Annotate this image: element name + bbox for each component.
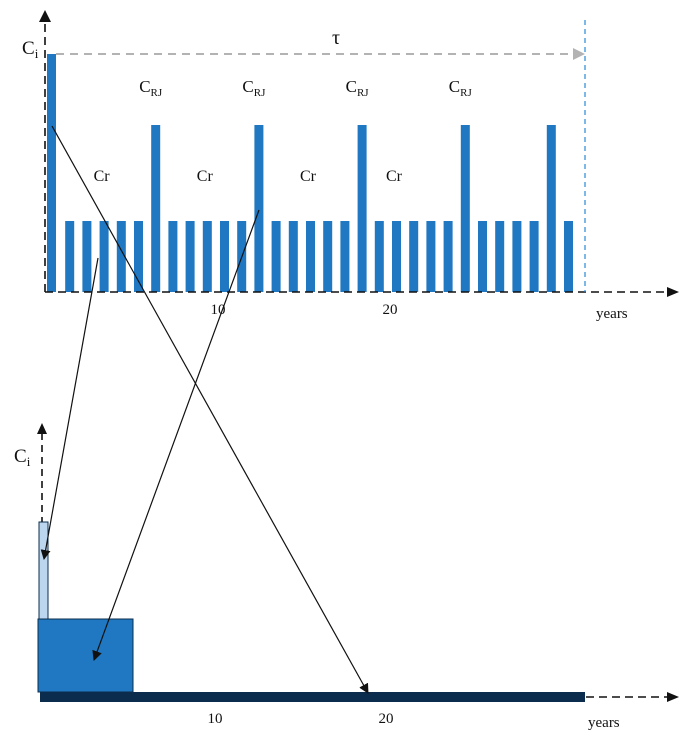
initial-cost-bar <box>47 54 56 292</box>
rehab-joint-bar <box>254 125 264 292</box>
routine-cost-bar <box>529 221 539 292</box>
routine-cost-bar <box>271 221 281 292</box>
bottom-y-label: Ci <box>14 446 31 469</box>
rehab-joint-label: CRJ <box>346 77 370 99</box>
connector-arrows <box>40 125 369 694</box>
routine-cost-bar <box>202 221 212 292</box>
rehab-joint-bar <box>151 125 161 292</box>
rehab-joint-bar <box>546 125 556 292</box>
routine-labels: Cr Cr Cr Cr <box>94 168 403 185</box>
top-y-label: Ci <box>22 38 39 61</box>
routine-cost-bar <box>65 221 75 292</box>
routine-cost-bar <box>392 221 401 292</box>
routine-cost-bar <box>374 221 384 292</box>
rehab-joint-bar <box>460 125 470 292</box>
horizon-label: τ <box>332 27 340 49</box>
routine-cost-bar <box>168 221 178 292</box>
routine-cost-bar <box>116 221 126 292</box>
bottom-tick-10: 10 <box>208 711 223 727</box>
rehab-joint-label: CRJ <box>139 77 163 99</box>
top-tick-label: 10 <box>211 302 226 318</box>
routine-cost-bar <box>323 221 333 292</box>
arrow-routine-to-bottom <box>92 209 260 661</box>
bottom-bar-rehab <box>40 692 585 702</box>
top-tick-label: 20 <box>383 302 398 318</box>
routine-cost-bar <box>512 221 522 292</box>
routine-cost-bar <box>409 221 419 292</box>
routine-cost-bar <box>478 221 487 292</box>
top-bars <box>47 54 573 292</box>
routine-cost-bar <box>220 221 229 292</box>
routine-cost-bar <box>495 221 505 292</box>
arrow-initial-to-bottom <box>40 257 99 560</box>
routine-cost-label: Cr <box>386 168 403 185</box>
bottom-tick-20: 20 <box>379 711 394 727</box>
routine-cost-bar <box>340 221 350 292</box>
bottom-chart: Ci 10 20 years <box>14 423 679 731</box>
routine-cost-bar <box>134 221 143 292</box>
top-tick-labels: 10 20 <box>211 302 398 318</box>
routine-cost-bar <box>306 221 315 292</box>
routine-cost-label: Cr <box>300 168 317 185</box>
rehab-joint-label: CRJ <box>242 77 266 99</box>
bottom-bar-routine <box>37 618 134 693</box>
top-chart: Ci τ years 10 20 CRJ CRJ CRJ CRJ Cr Cr Cr Cr <box>22 10 679 322</box>
bottom-x-axis-label: years <box>588 715 620 731</box>
rehab-joint-labels: CRJ CRJ CRJ CRJ <box>139 77 472 99</box>
bottom-x-axis-arrowhead <box>667 692 679 702</box>
top-y-axis-arrowhead <box>39 10 51 22</box>
arrow-rehab-to-bottom <box>51 125 369 694</box>
routine-cost-bar <box>82 221 92 292</box>
routine-cost-bar <box>564 221 573 292</box>
rehab-joint-bar <box>357 125 367 292</box>
routine-cost-label: Cr <box>94 168 111 185</box>
top-x-axis-label: years <box>596 306 628 322</box>
rehab-joint-label: CRJ <box>449 77 473 99</box>
routine-cost-bar <box>185 221 195 292</box>
routine-cost-bar <box>443 221 453 292</box>
bottom-y-axis-arrowhead <box>37 423 47 434</box>
top-x-axis-arrowhead <box>667 287 679 297</box>
routine-cost-bar <box>288 221 298 292</box>
routine-cost-label: Cr <box>197 168 214 185</box>
routine-cost-bar <box>426 221 436 292</box>
routine-cost-bar <box>99 221 109 292</box>
